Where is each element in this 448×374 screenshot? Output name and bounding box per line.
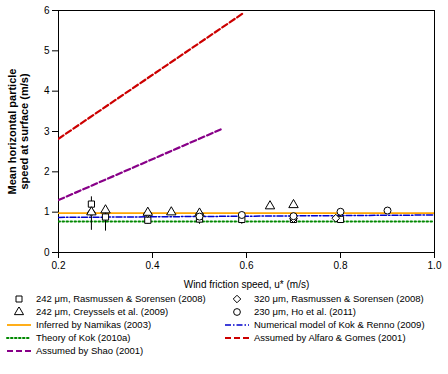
svg-text:6: 6 — [44, 5, 50, 16]
html-text:320 μm, Rasmussen & Sorensen (: 320 μm, Rasmussen & Sorensen (2008) — [254, 293, 424, 304]
html-text:230 μm, Ho et al. (2011): 230 μm, Ho et al. (2011) — [254, 306, 356, 317]
html-text:Assumed by Alfaro & Gomes (200: Assumed by Alfaro & Gomes (2001) — [254, 332, 406, 343]
html-text:Inferred by Namikas (2003): Inferred by Namikas (2003) — [36, 319, 152, 330]
svg-text:0: 0 — [44, 247, 50, 258]
svg-text:0.8: 0.8 — [334, 260, 348, 271]
svg-text:Mean horizontal particlespeed: Mean horizontal particlespeed at surface… — [6, 69, 30, 195]
svg-text:0.4: 0.4 — [146, 260, 160, 271]
svg-text:1: 1 — [44, 206, 50, 217]
svg-text:3: 3 — [44, 126, 50, 137]
svg-text:2: 2 — [44, 166, 50, 177]
svg-text:5: 5 — [44, 45, 50, 56]
svg-text:1.0: 1.0 — [428, 260, 442, 271]
html-text:Theory of Kok (2010a): Theory of Kok (2010a) — [36, 332, 131, 343]
html-text:242 μm, Rasmussen & Sorensen (: 242 μm, Rasmussen & Sorensen (2008) — [36, 293, 206, 304]
svg-text:0.2: 0.2 — [52, 260, 66, 271]
html-text:242 μm, Creyssels et al. (2009: 242 μm, Creyssels et al. (2009) — [36, 306, 169, 317]
svg-text:4: 4 — [44, 85, 50, 96]
svg-text:0.6: 0.6 — [240, 260, 254, 271]
svg-text:Wind friction speed, u* (m/s): Wind friction speed, u* (m/s) — [184, 279, 310, 290]
html-text:Numerical model of Kok & Renno: Numerical model of Kok & Renno (2009) — [254, 319, 425, 330]
html-text:Assumed by Shao (2001): Assumed by Shao (2001) — [36, 345, 144, 356]
